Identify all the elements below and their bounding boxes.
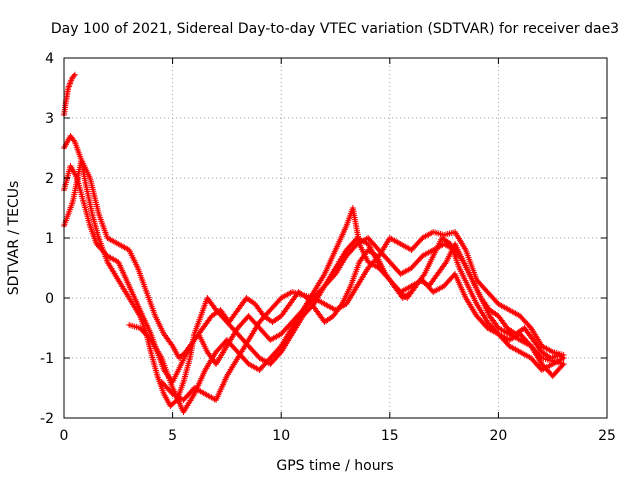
series-arc-c: [61, 163, 567, 385]
axis-ticks: 0 5 10 15 20 25 -2 -1 0 1 2 3 4: [40, 51, 616, 444]
y-tick-label: 0: [45, 291, 54, 307]
x-tick-label: 0: [60, 428, 69, 444]
x-tick-label: 15: [381, 428, 399, 444]
data-series-layer: [61, 71, 567, 415]
x-tick-label: 20: [489, 428, 507, 444]
series-markers: [158, 229, 567, 403]
chart-title: Day 100 of 2021, Sidereal Day-to-day VTE…: [51, 21, 619, 37]
y-axis-label: SDTVAR / TECUs: [6, 181, 22, 296]
grid-lines: [64, 58, 607, 418]
plot-frame: [63, 57, 608, 419]
series-arc-e: [126, 205, 567, 415]
series-markers: [61, 133, 567, 409]
x-tick-label: 25: [598, 428, 616, 444]
x-tick-label: 5: [168, 428, 177, 444]
series-arc-b: [61, 133, 567, 409]
y-tick-label: 4: [45, 51, 54, 67]
x-axis-label: GPS time / hours: [276, 458, 393, 474]
y-tick-label: 1: [45, 231, 54, 247]
series-markers: [126, 205, 567, 415]
y-tick-label: 3: [45, 111, 54, 127]
series-markers: [61, 163, 567, 385]
x-tick-label: 10: [272, 428, 290, 444]
y-tick-label: 2: [45, 171, 54, 187]
y-tick-label: -2: [40, 411, 54, 427]
series-arc-f: [158, 229, 567, 403]
y-tick-label: -1: [40, 351, 54, 367]
